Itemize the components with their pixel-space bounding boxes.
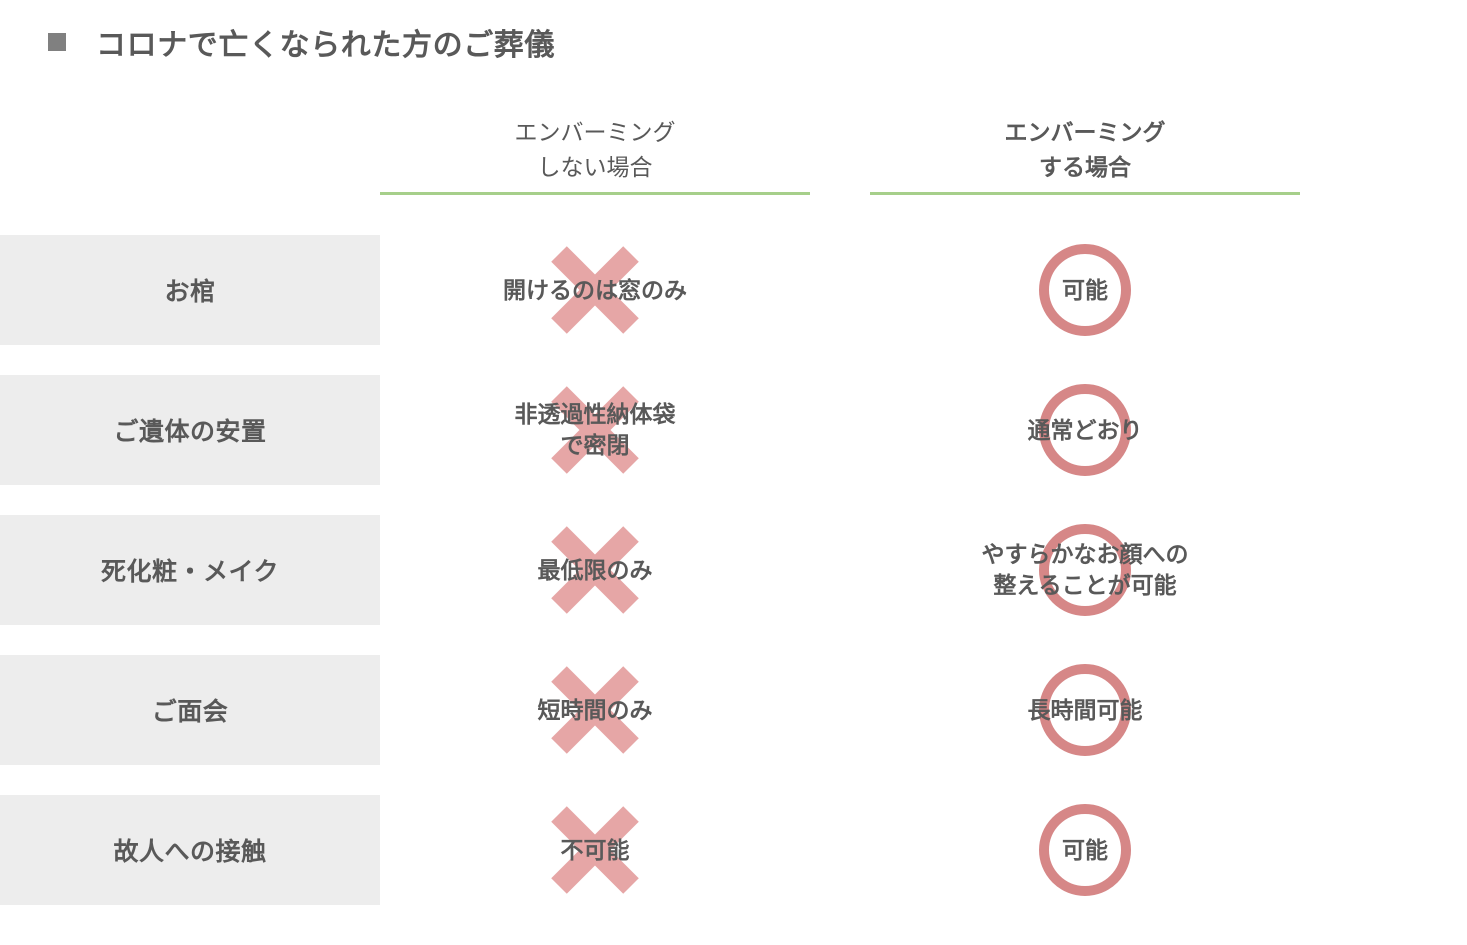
cell-with: 長時間可能 [870, 655, 1300, 765]
cell-without: 不可能 [380, 795, 810, 905]
row-label-text: 死化粧・メイク [101, 552, 279, 588]
cell-without: 最低限のみ [380, 515, 810, 625]
column-headers: エンバーミング しない場合 エンバーミング する場合 [0, 114, 1467, 195]
bullet-icon [48, 33, 66, 51]
cell-with-text: やすらかなお顔への 整えることが可能 [982, 539, 1189, 601]
col-header-with-label: エンバーミング する場合 [1005, 119, 1166, 180]
col-header-without: エンバーミング しない場合 [380, 114, 810, 195]
cell-without-text: 開けるのは窓のみ [503, 275, 687, 306]
table-row: 故人への接触 不可能 可能 [0, 795, 1467, 905]
cell-without-text: 最低限のみ [538, 555, 653, 586]
title-row: コロナで亡くなられた方のご葬儀 [0, 20, 1467, 64]
cell-with: 可能 [870, 235, 1300, 345]
table-row: ご面会 短時間のみ 長時間可能 [0, 655, 1467, 765]
cell-without: 非透過性納体袋 で密閉 [380, 375, 810, 485]
cell-without-text: 不可能 [561, 835, 630, 866]
row-label-text: 故人への接触 [113, 832, 266, 868]
cell-without: 開けるのは窓のみ [380, 235, 810, 345]
cell-with-text: 通常どおり [1028, 415, 1143, 446]
row-label-text: お棺 [164, 272, 215, 308]
page-title: コロナで亡くなられた方のご葬儀 [96, 20, 555, 64]
table-row: お棺 開けるのは窓のみ 可能 [0, 235, 1467, 345]
table-body: お棺 開けるのは窓のみ 可能 ご遺体の安置 非透過性納体袋 で密閉 通常どおり [0, 235, 1467, 905]
table-row: 死化粧・メイク 最低限のみ やすらかなお顔への 整えることが可能 [0, 515, 1467, 625]
cell-with-text: 可能 [1062, 835, 1108, 866]
cell-without-text: 非透過性納体袋 で密閉 [515, 399, 676, 461]
cell-with-text: 可能 [1062, 275, 1108, 306]
cell-with: 可能 [870, 795, 1300, 905]
cell-without-text: 短時間のみ [538, 695, 653, 726]
col-header-without-label: エンバーミング しない場合 [515, 119, 676, 180]
row-label: ご遺体の安置 [0, 375, 380, 485]
row-label: ご面会 [0, 655, 380, 765]
cell-without: 短時間のみ [380, 655, 810, 765]
row-label-text: ご遺体の安置 [113, 412, 266, 448]
cell-with: 通常どおり [870, 375, 1300, 485]
row-label-text: ご面会 [152, 692, 229, 728]
table-row: ご遺体の安置 非透過性納体袋 で密閉 通常どおり [0, 375, 1467, 485]
col-header-with: エンバーミング する場合 [870, 114, 1300, 195]
row-label: 死化粧・メイク [0, 515, 380, 625]
cell-with-text: 長時間可能 [1028, 695, 1143, 726]
cell-with: やすらかなお顔への 整えることが可能 [870, 515, 1300, 625]
row-label: 故人への接触 [0, 795, 380, 905]
row-label: お棺 [0, 235, 380, 345]
